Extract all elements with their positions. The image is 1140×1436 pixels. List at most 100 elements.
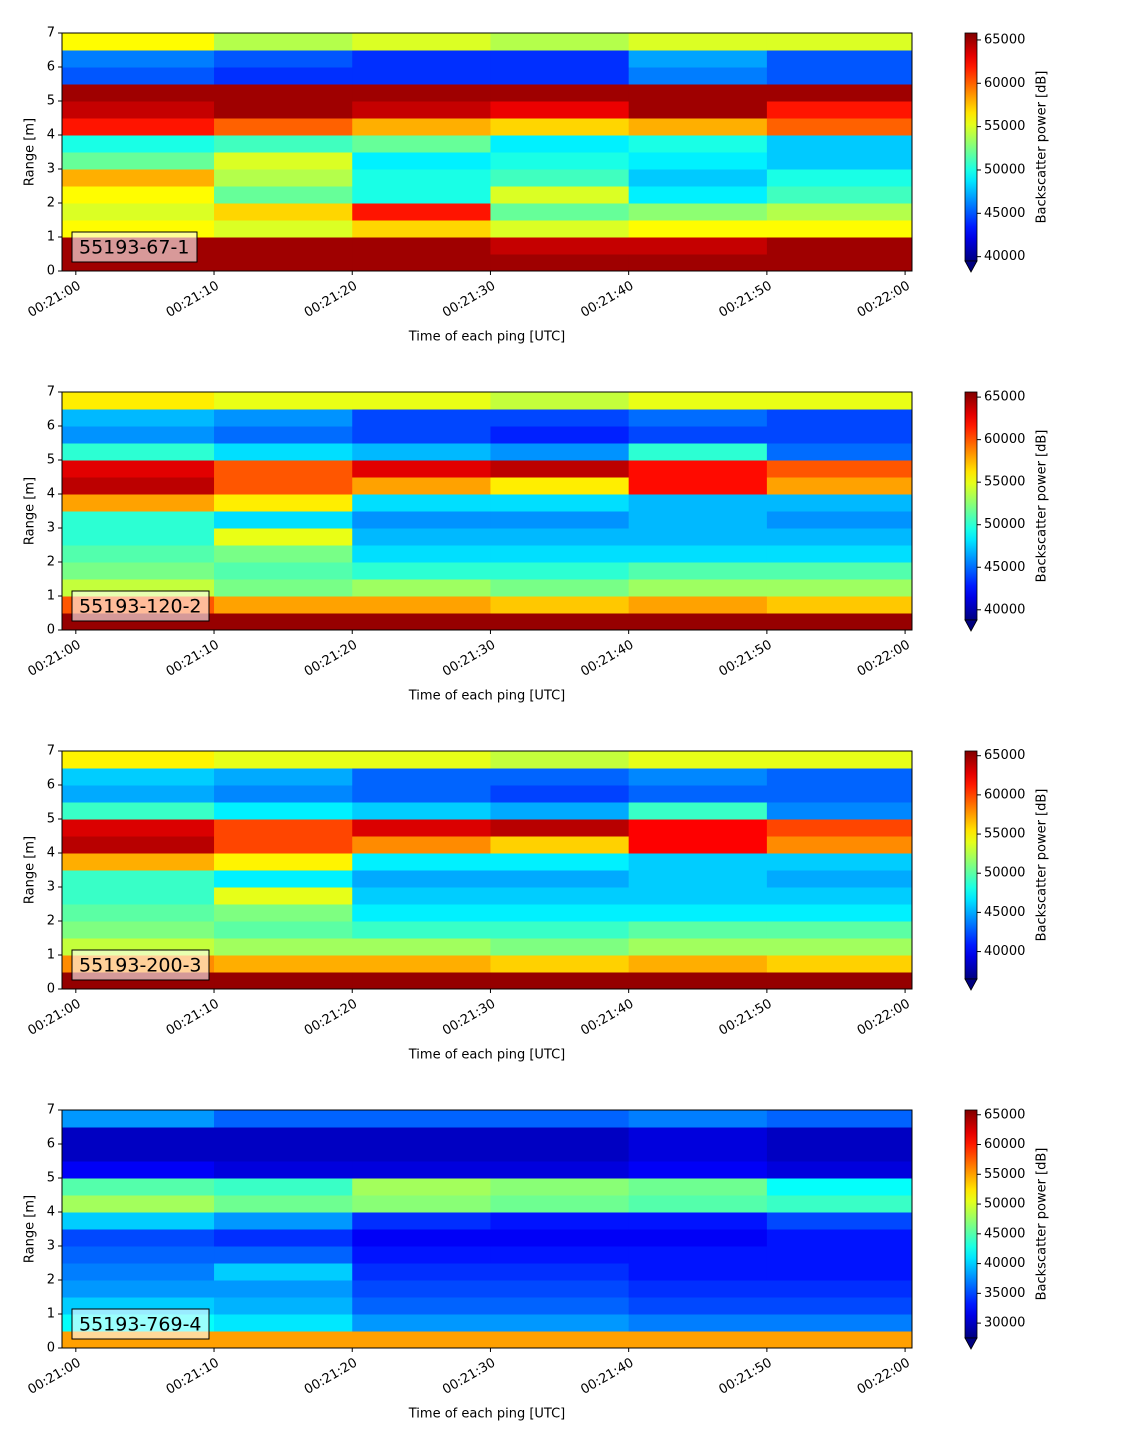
heatmap-cell — [352, 904, 491, 922]
heatmap-cell — [766, 870, 913, 888]
heatmap-cell — [490, 101, 630, 119]
heatmap-cell — [214, 802, 353, 820]
heatmap-cell — [628, 169, 768, 187]
heatmap-cell — [352, 853, 491, 871]
colorbar-extend — [964, 260, 978, 273]
heatmap-cell — [628, 1144, 768, 1162]
colorbar-tick-label: 55000 — [984, 827, 1025, 842]
heatmap-cell — [766, 1195, 913, 1213]
heatmap-cell — [628, 545, 768, 563]
heatmap-cell — [352, 579, 491, 597]
colorbar-tick-label: 30000 — [984, 1316, 1025, 1331]
heatmap-cell — [214, 1314, 353, 1332]
heatmap-cell — [352, 1110, 491, 1128]
heatmap-cell — [628, 562, 768, 580]
heatmap-cell — [628, 1314, 768, 1332]
heatmap-cell — [490, 392, 630, 410]
heatmap-cell — [628, 152, 768, 170]
heatmap-cell — [766, 237, 913, 255]
heatmap-cell — [352, 169, 491, 187]
y-tick-label: 5 — [47, 94, 55, 109]
y-tick-label: 5 — [47, 453, 55, 468]
heatmap-cell — [490, 613, 630, 631]
heatmap-cell — [214, 1229, 353, 1247]
heatmap-cell — [62, 1144, 215, 1162]
heatmap-cell — [62, 528, 215, 546]
heatmap-cell — [490, 409, 630, 427]
heatmap-cell — [490, 135, 630, 153]
heatmap-cell — [628, 579, 768, 597]
heatmap-cell — [352, 1246, 491, 1264]
heatmap-cell — [214, 169, 353, 187]
heatmap-cell — [628, 135, 768, 153]
heatmap-cell — [352, 528, 491, 546]
heatmap-cell — [214, 596, 353, 614]
heatmap-cell — [62, 887, 215, 905]
heatmap-cell — [352, 1229, 491, 1247]
heatmap-cell — [628, 186, 768, 204]
heatmap-cell — [490, 1297, 630, 1315]
colorbar-label: Backscatter power [dB] — [1035, 1148, 1050, 1301]
colorbar-tick-label: 60000 — [984, 1137, 1025, 1152]
plot-frame — [61, 1109, 913, 1349]
heatmap-cell — [766, 819, 913, 837]
heatmap-cell — [490, 1161, 630, 1179]
y-tick-label: 4 — [47, 846, 55, 861]
heatmap-cell — [62, 460, 215, 478]
heatmap-cell — [62, 1246, 215, 1264]
y-tick-label: 1 — [47, 948, 55, 963]
heatmap-cell — [628, 392, 768, 410]
y-tick-label: 3 — [47, 162, 55, 177]
heatmap-cell — [766, 955, 913, 973]
heatmap-cell — [490, 938, 630, 956]
heatmap-cell — [62, 768, 215, 786]
heatmap-cell — [628, 67, 768, 85]
heatmap-cell — [62, 203, 215, 221]
heatmap-cell — [628, 768, 768, 786]
heatmap-cell — [214, 955, 353, 973]
y-tick-label: 3 — [47, 1239, 55, 1254]
heatmap-cell — [352, 938, 491, 956]
heatmap-cell — [490, 1263, 630, 1281]
heatmap-cell — [352, 1144, 491, 1162]
heatmap-cell — [766, 921, 913, 939]
heatmap-cell — [62, 545, 215, 563]
heatmap-cell — [214, 972, 353, 990]
heatmap-cell — [352, 477, 491, 495]
y-tick-label: 4 — [47, 128, 55, 143]
heatmap-cell — [352, 392, 491, 410]
heatmap-cell — [214, 511, 353, 529]
y-tick-label: 3 — [47, 521, 55, 536]
heatmap-cell — [214, 751, 353, 769]
heatmap-cell — [766, 1110, 913, 1128]
colorbar-extend — [964, 1337, 978, 1350]
heatmap-cell — [490, 819, 630, 837]
panel-label: 55193-769-4 — [79, 1314, 202, 1336]
x-tick-label: 00:21:10 — [164, 1356, 222, 1398]
heatmap-cell — [62, 409, 215, 427]
heatmap-cell — [766, 1314, 913, 1332]
heatmap-cell — [628, 870, 768, 888]
heatmap-cell — [628, 426, 768, 444]
x-axis-label: Time of each ping [UTC] — [408, 330, 566, 345]
colorbar-tick-label: 55000 — [984, 475, 1025, 490]
heatmap-cell — [214, 33, 353, 51]
heatmap-cell — [628, 511, 768, 529]
heatmap-cell — [490, 1314, 630, 1332]
heatmap-cell — [352, 152, 491, 170]
heatmap-cell — [628, 1229, 768, 1247]
x-tick-label: 00:21:50 — [717, 1356, 775, 1398]
heatmap-cell — [62, 1229, 215, 1247]
plot-frame — [61, 391, 913, 631]
heatmap-cell — [628, 494, 768, 512]
heatmap-cell — [490, 562, 630, 580]
x-tick-label: 00:22:00 — [855, 1356, 913, 1398]
heatmap-cell — [214, 1280, 353, 1298]
x-tick-label: 00:21:00 — [26, 1356, 84, 1398]
heatmap-cell — [628, 1297, 768, 1315]
heatmap-cell — [62, 426, 215, 444]
heatmap-cell — [628, 596, 768, 614]
heatmap-cell — [766, 1161, 913, 1179]
heatmap-cell — [490, 1195, 630, 1213]
heatmap-cell — [352, 921, 491, 939]
